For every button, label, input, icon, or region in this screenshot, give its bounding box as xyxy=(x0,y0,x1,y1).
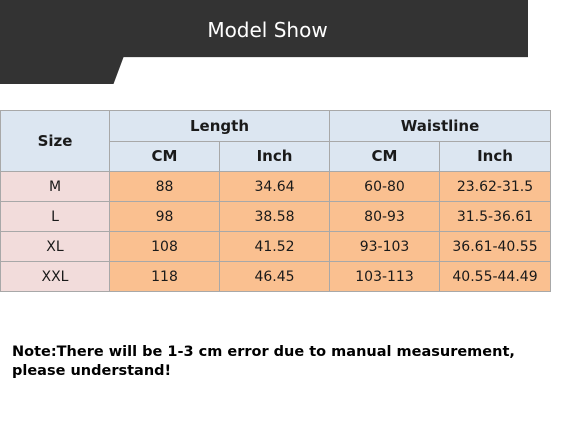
table-row: XXL 118 46.45 103-113 40.55-44.49 xyxy=(0,261,552,292)
note-line-1: Note:There will be 1-3 cm error due to m… xyxy=(12,344,515,360)
table-header-row: Size Length Waistline xyxy=(0,110,552,172)
size-cell: XXL xyxy=(0,261,110,292)
waist-cm-cell: 80-93 xyxy=(329,201,440,232)
size-cell: M xyxy=(0,171,110,202)
table-row: M 88 34.64 60-80 23.62-31.5 xyxy=(0,171,552,202)
size-cell: L xyxy=(0,201,110,232)
waist-cm-cell: 93-103 xyxy=(329,231,440,262)
waist-inch-header: Inch xyxy=(438,140,552,172)
table-unit-row: CM Inch CM Inch xyxy=(1,140,552,172)
waist-cm-header: CM xyxy=(329,140,440,172)
waist-inch-cell: 23.62-31.5 xyxy=(438,171,552,202)
size-table: Size Length Waistline CM Inch CM Inch M … xyxy=(0,110,552,292)
length-cm-header: CM xyxy=(109,140,220,172)
length-cm-cell: 88 xyxy=(109,171,220,202)
size-column-header: Size xyxy=(0,110,110,172)
size-cell: XL xyxy=(0,231,110,262)
length-inch-cell: 34.64 xyxy=(219,171,330,202)
table-row: XL 108 41.52 93-103 36.61-40.55 xyxy=(0,231,552,262)
waist-inch-cell: 40.55-44.49 xyxy=(438,261,552,292)
waist-cm-cell: 60-80 xyxy=(329,171,440,202)
waist-inch-cell: 31.5-36.61 xyxy=(438,201,552,232)
length-group-header: Length xyxy=(109,110,330,142)
length-inch-header: Inch xyxy=(219,140,330,172)
table-row: L 98 38.58 80-93 31.5-36.61 xyxy=(0,201,552,232)
measurement-note: Note:There will be 1-3 cm error due to m… xyxy=(12,343,572,381)
length-inch-cell: 46.45 xyxy=(219,261,330,292)
length-cm-cell: 108 xyxy=(109,231,220,262)
banner-title: Model Show xyxy=(207,18,328,42)
length-cm-cell: 118 xyxy=(109,261,220,292)
waistline-group-header: Waistline xyxy=(328,110,552,142)
length-inch-cell: 38.58 xyxy=(219,201,330,232)
length-inch-cell: 41.52 xyxy=(219,231,330,262)
waist-inch-cell: 36.61-40.55 xyxy=(438,231,552,262)
waist-cm-cell: 103-113 xyxy=(329,261,440,292)
length-cm-cell: 98 xyxy=(109,201,220,232)
note-line-2: please understand! xyxy=(12,363,172,379)
